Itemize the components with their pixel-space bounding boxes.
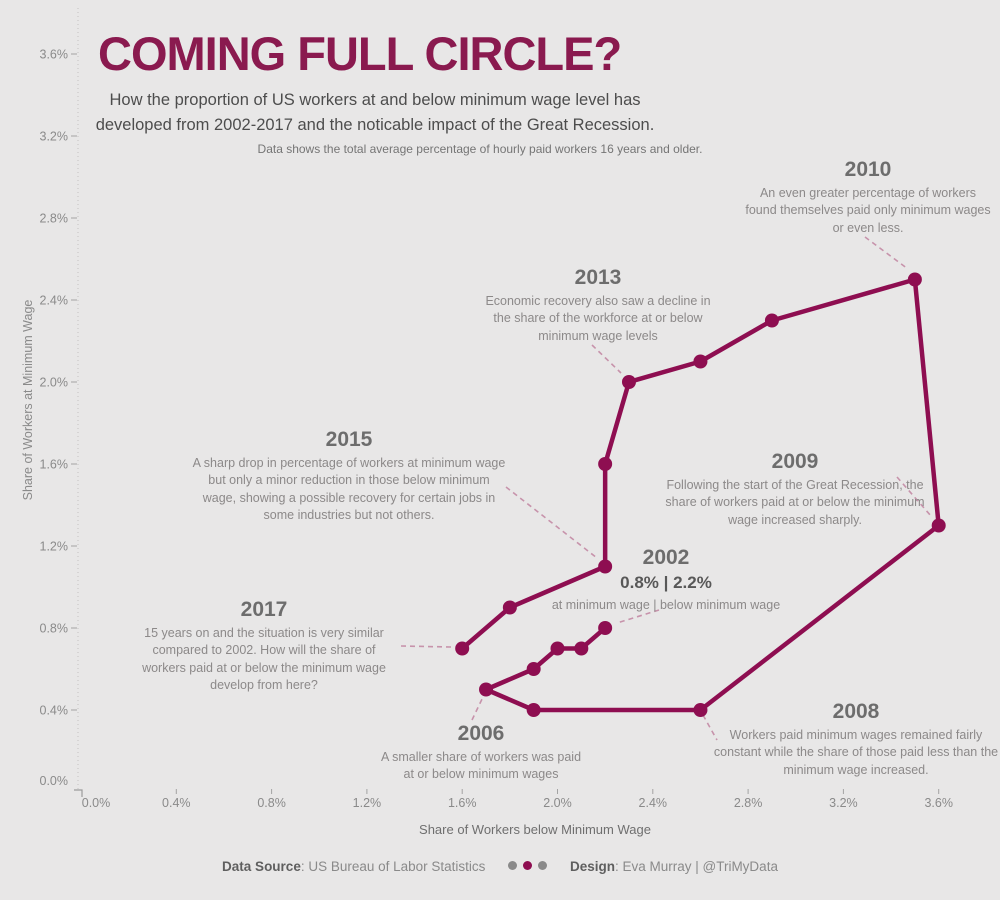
annotation-text: An even greater percentage of workers fo… <box>745 186 991 235</box>
separator-dots-icon <box>505 858 550 873</box>
data-point-2011[interactable] <box>764 313 779 328</box>
annotation-2017: 2017 15 years on and the situation is ver… <box>130 598 398 694</box>
data-point-2003[interactable] <box>574 641 589 656</box>
design-label: Design <box>569 859 615 874</box>
annotation-values: 0.8% | 2.2% <box>620 573 712 592</box>
x-tick-label: 0.0% <box>82 796 111 810</box>
y-tick-label: 0.8% <box>40 622 69 636</box>
x-tick-label: 2.4% <box>639 796 668 810</box>
annotation-year: 2006 <box>457 722 505 745</box>
annotation-year: 2002 <box>642 546 690 569</box>
annotation-connector-2002 <box>616 609 660 624</box>
x-tick-label: 1.2% <box>353 796 382 810</box>
annotation-2008: 2008 Workers paid minimum wages remained … <box>707 700 1000 779</box>
y-tick-label: 1.6% <box>40 458 69 472</box>
data-point-2013[interactable] <box>621 375 636 389</box>
annotation-year: 2017 <box>240 598 288 621</box>
data-point-2005[interactable] <box>526 662 541 676</box>
annotation-2015: 2015 A sharp drop in percentage of worker… <box>190 428 508 524</box>
y-tick-label: 2.0% <box>40 376 69 390</box>
annotation-year: 2008 <box>832 700 880 723</box>
x-tick-label: 3.2% <box>829 796 858 810</box>
annotation-2009: 2009 Following the start of the Great Rec… <box>663 450 928 529</box>
annotation-text: Workers paid minimum wages remained fair… <box>713 728 999 777</box>
annotation-2002: 2002 0.8% | 2.2% at minimum wage | below m… <box>541 546 791 614</box>
x-tick-label: 0.4% <box>162 796 191 810</box>
annotation-year: 2013 <box>574 266 622 289</box>
y-tick-label: 1.2% <box>40 540 69 554</box>
data-note: Data shows the total average percentage … <box>257 142 703 156</box>
annotation-connector-2008 <box>702 714 718 741</box>
design-value: : Eva Murray | @TriMyData <box>614 859 778 874</box>
annotation-connector-2006 <box>471 696 484 721</box>
annotation-text: A sharp drop in percentage of workers at… <box>192 456 506 522</box>
annotation-year: 2015 <box>325 428 373 451</box>
annotation-text: A smaller share of workers was paid at o… <box>380 750 582 782</box>
annotation-text: at minimum wage | below minimum wage <box>551 598 781 612</box>
data-source-label: Data Source <box>222 859 301 874</box>
y-tick-label: 2.4% <box>40 294 69 308</box>
x-tick-label: 2.0% <box>543 796 572 810</box>
data-point-2017[interactable] <box>455 641 470 656</box>
x-tick-label: 3.6% <box>924 796 953 810</box>
data-point-2015[interactable] <box>598 559 613 574</box>
y-tick-label: 3.2% <box>40 130 69 144</box>
data-point-2014[interactable] <box>598 457 613 471</box>
data-path <box>459 277 941 713</box>
annotation-connector-2017 <box>400 645 452 648</box>
data-point-2007[interactable] <box>526 703 541 717</box>
x-axis-title: Share of Workers below Minimum Wage <box>419 822 651 837</box>
x-tick-label: 0.8% <box>257 796 286 810</box>
data-point-2004[interactable] <box>550 641 565 656</box>
annotation-text: 15 years on and the situation is very si… <box>142 626 386 692</box>
data-source-value: : US Bureau of Labor Statistics <box>300 859 486 874</box>
axis-origin-bracket <box>74 789 83 797</box>
chart-plot-area: 0.0% 0.0% 0.4% 0.4% 0.8% 0.8% 1.2% 1.2% 1.6% 1.6%… <box>40 8 953 810</box>
data-point-2002[interactable] <box>598 621 613 635</box>
y-tick-label: 0.0% <box>40 774 69 788</box>
footer: Data Source: US Bureau of Labor Statisti… <box>0 858 1000 874</box>
annotation-text: Following the start of the Great Recessi… <box>665 478 925 527</box>
annotation-connector-2013 <box>591 344 622 374</box>
annotation-text: Economic recovery also saw a decline in … <box>485 294 711 343</box>
dot-icon <box>538 861 548 870</box>
x-tick-label: 1.6% <box>448 796 477 810</box>
annotation-2010: 2010 An even greater percentage of worker… <box>743 158 993 237</box>
x-tick-label: 2.8% <box>734 796 763 810</box>
annotation-connector-2015 <box>505 486 598 559</box>
data-point-2006[interactable] <box>479 682 494 697</box>
y-tick-label: 2.8% <box>40 212 69 226</box>
annotation-year: 2009 <box>771 450 819 473</box>
data-point-2016[interactable] <box>502 600 517 615</box>
page-subtitle: How the proportion of US workers at and … <box>95 91 655 134</box>
annotation-2013: 2013 Economic recovery also saw a decline… <box>478 266 718 345</box>
data-point-2012[interactable] <box>693 354 708 369</box>
data-point-2010[interactable] <box>907 272 922 287</box>
y-axis-title: Share of Workers at Minimum Wage <box>21 299 35 501</box>
dot-icon <box>508 861 518 870</box>
data-point-2008[interactable] <box>693 703 708 717</box>
annotation-connector-2010 <box>864 236 909 270</box>
annotation-2006: 2006 A smaller share of workers was paid … <box>379 722 584 784</box>
data-point-2009[interactable] <box>931 518 946 533</box>
dot-icon <box>523 861 533 870</box>
y-tick-label: 3.6% <box>40 48 69 62</box>
y-tick-label: 0.4% <box>40 704 69 718</box>
annotation-year: 2010 <box>844 158 892 181</box>
page-title: COMING FULL CIRCLE? <box>98 27 622 80</box>
